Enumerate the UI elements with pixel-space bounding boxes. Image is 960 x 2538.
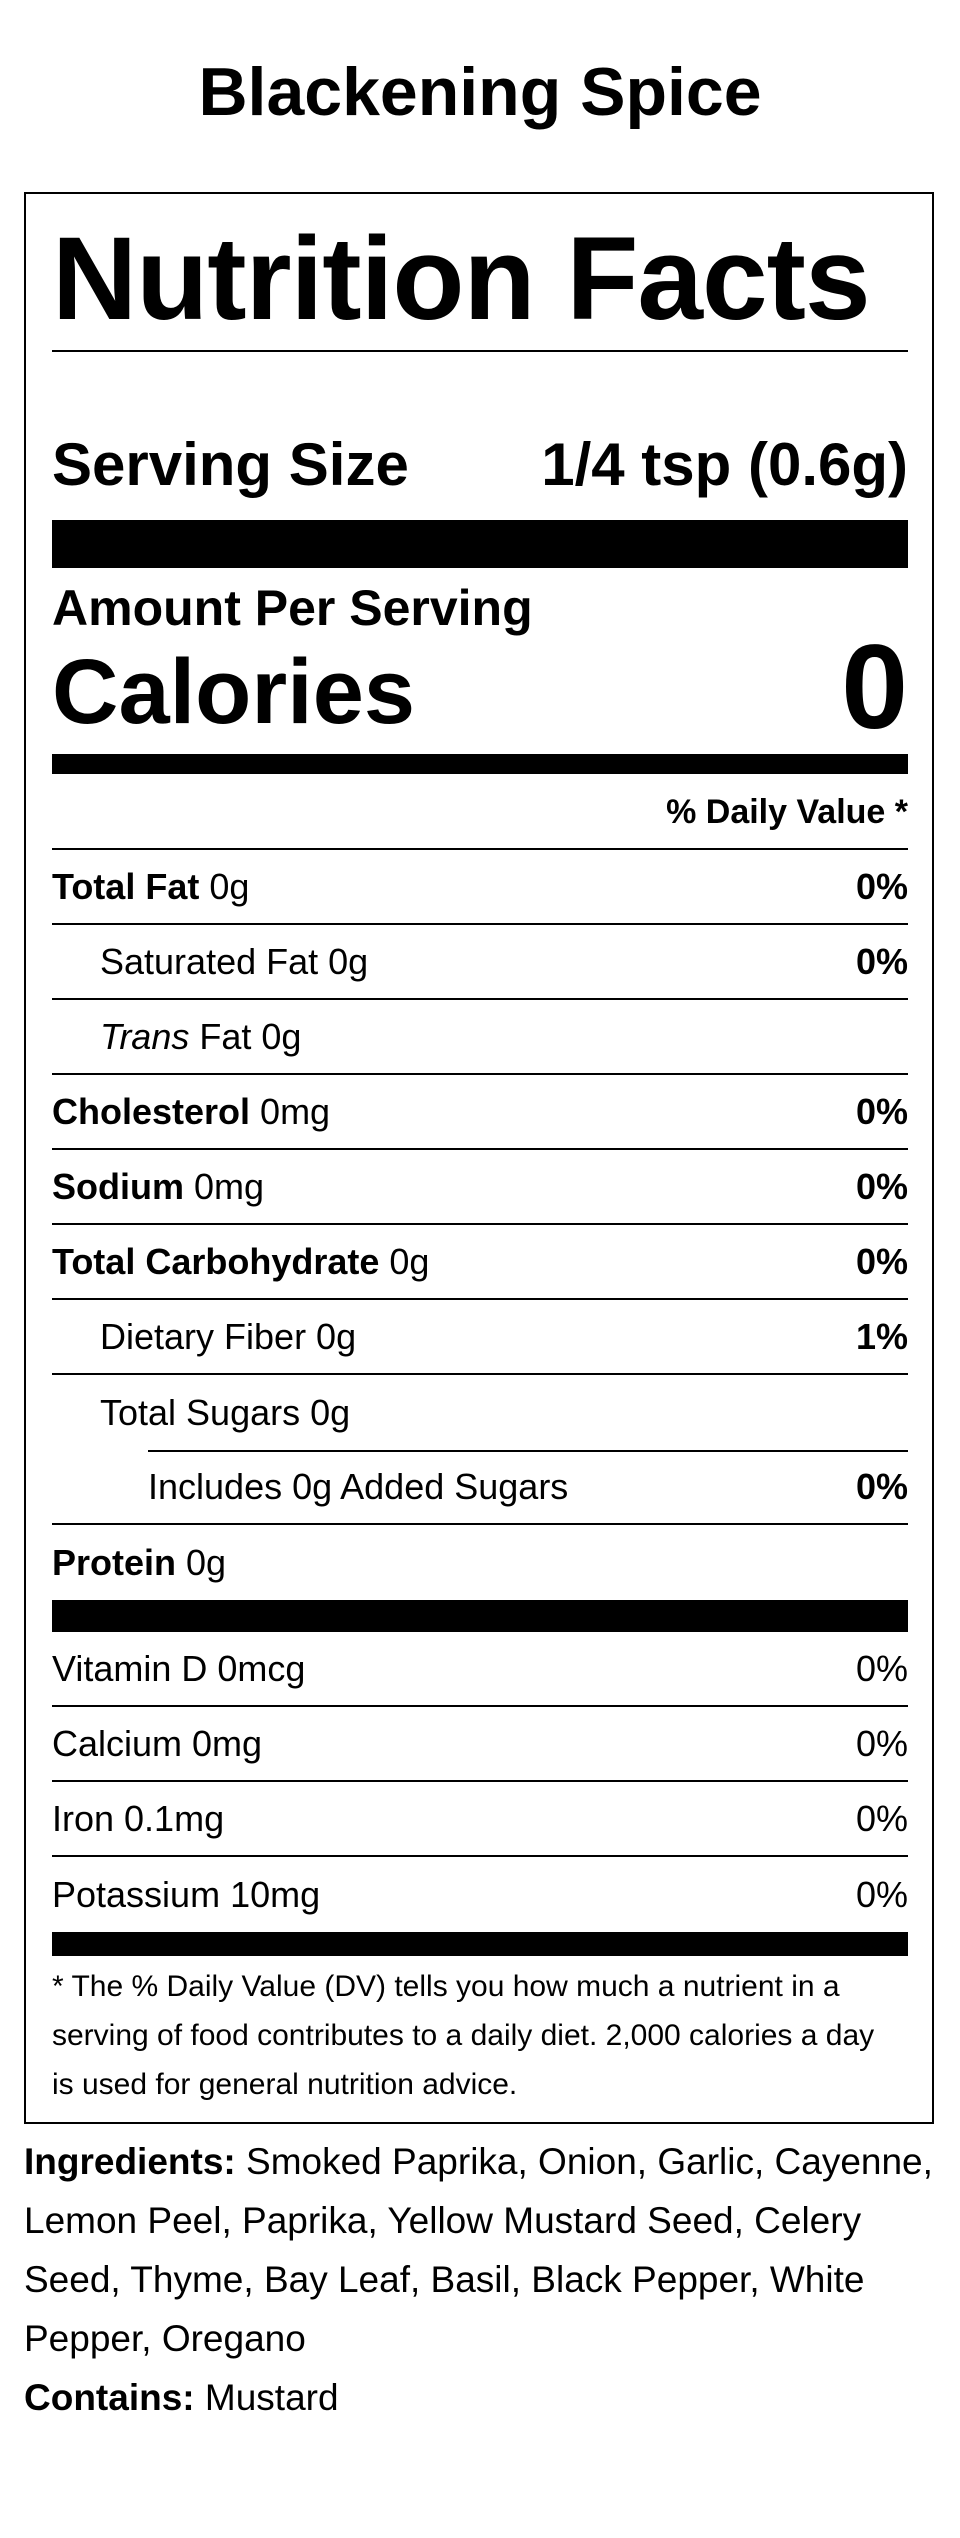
- vitamin-name: Calcium 0mg: [52, 1722, 263, 1764]
- thick-divider: [52, 1600, 908, 1632]
- vitamin-name: Iron 0.1mg: [52, 1797, 225, 1839]
- nutrient-row-saturated-fat: Saturated Fat 0g 0%: [52, 925, 908, 1000]
- contains-label: Contains:: [24, 2377, 195, 2418]
- nutrient-name: Sodium 0mg: [52, 1165, 265, 1207]
- daily-value-percent: 0%: [855, 1647, 908, 1689]
- calories-row: Calories 0: [52, 620, 908, 754]
- thick-divider: [52, 1932, 908, 1956]
- nutrient-name: Protein 0g: [52, 1541, 227, 1583]
- thick-divider: [52, 520, 908, 568]
- daily-value-percent: 0%: [855, 1873, 908, 1915]
- amount-per-serving: Amount Per Serving: [52, 580, 533, 636]
- nutrient-name: Includes 0g Added Sugars: [148, 1465, 569, 1507]
- daily-value-percent: 0%: [855, 1465, 908, 1507]
- daily-value-percent: 0%: [855, 1165, 908, 1207]
- daily-value-percent: 0%: [855, 1797, 908, 1839]
- contains-list: Mustard: [194, 2377, 339, 2418]
- nutrient-row-dietary-fiber: Dietary Fiber 0g 1%: [52, 1300, 908, 1375]
- nutrient-row-added-sugars: Includes 0g Added Sugars 0%: [52, 1450, 908, 1525]
- vitamin-row-potassium: Potassium 10mg 0%: [52, 1857, 908, 1932]
- daily-value-footnote: * The % Daily Value (DV) tells you how m…: [52, 1970, 875, 2101]
- ingredients-statement: Ingredients: Smoked Paprika, Onion, Garl…: [24, 2132, 934, 2368]
- calories-value: 0: [841, 620, 908, 754]
- nutrient-name: Total Sugars 0g: [100, 1391, 351, 1433]
- divider: [52, 350, 908, 352]
- nutrient-name: Total Fat 0g: [52, 865, 250, 907]
- calories-label: Calories: [52, 641, 416, 743]
- vitamin-row-iron: Iron 0.1mg 0%: [52, 1782, 908, 1857]
- nutrient-name: Saturated Fat 0g: [100, 940, 369, 982]
- nutrient-row-total-fat: Total Fat 0g 0%: [52, 850, 908, 925]
- ingredients-label: Ingredients:: [24, 2141, 236, 2182]
- nutrient-row-total-sugars: Total Sugars 0g: [52, 1375, 908, 1452]
- serving-size-value: 1/4 tsp (0.6g): [541, 431, 908, 498]
- daily-value-percent: 0%: [855, 1240, 908, 1282]
- allergen-statement: Contains: Mustard: [24, 2368, 934, 2427]
- vitamin-name: Vitamin D 0mcg: [52, 1647, 306, 1689]
- daily-value-percent: 0%: [855, 865, 908, 907]
- nutrient-name: Total Carbohydrate 0g: [52, 1240, 430, 1282]
- daily-value-header: % Daily Value *: [52, 774, 908, 850]
- daily-value-percent: 0%: [855, 1722, 908, 1764]
- vitamin-name: Potassium 10mg: [52, 1873, 321, 1915]
- serving-size-row: Serving Size 1/4 tsp (0.6g): [52, 430, 908, 500]
- nutrition-facts-heading: Nutrition Facts: [52, 213, 871, 345]
- ingredients-section: Ingredients: Smoked Paprika, Onion, Garl…: [24, 2124, 934, 2427]
- nutrient-row-trans-fat: Trans Fat 0g: [52, 1000, 908, 1075]
- vitamin-row-calcium: Calcium 0mg 0%: [52, 1707, 908, 1782]
- ingredients-list: Smoked Paprika, Onion, Garlic, Cayenne, …: [24, 2141, 933, 2359]
- nutrient-name: Cholesterol 0mg: [52, 1090, 331, 1132]
- daily-value-percent: 0%: [855, 940, 908, 982]
- product-title: Blackening Spice: [198, 54, 762, 130]
- vitamin-row-vitamin-d: Vitamin D 0mcg 0%: [52, 1632, 908, 1707]
- daily-value-percent: 1%: [855, 1315, 908, 1357]
- medium-divider: [52, 754, 908, 774]
- nutrient-row-sodium: Sodium 0mg 0%: [52, 1150, 908, 1225]
- nutrient-row-cholesterol: Cholesterol 0mg 0%: [52, 1075, 908, 1150]
- serving-size-label: Serving Size: [52, 431, 409, 498]
- nutrient-name: Dietary Fiber 0g: [100, 1315, 357, 1357]
- nutrient-row-total-carbohydrate: Total Carbohydrate 0g 0%: [52, 1225, 908, 1300]
- nutrition-label: Nutrition Facts Serving Size 1/4 tsp (0.…: [24, 192, 934, 2124]
- nutrient-row-protein: Protein 0g: [52, 1525, 908, 1600]
- nutrient-name: Trans Fat 0g: [100, 1015, 302, 1057]
- daily-value-percent: 0%: [855, 1090, 908, 1132]
- divider: [148, 1450, 908, 1452]
